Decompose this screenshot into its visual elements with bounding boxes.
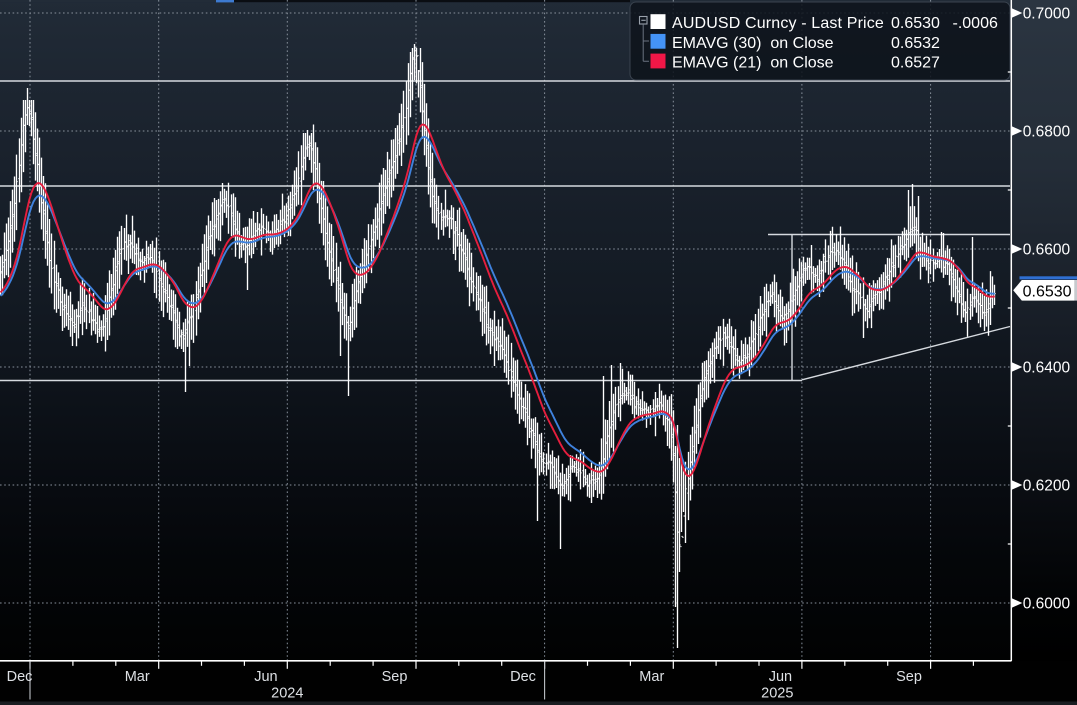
svg-text:0.7000: 0.7000 [1023, 5, 1071, 22]
svg-text:Sep: Sep [382, 669, 408, 685]
svg-text:Mar: Mar [125, 669, 150, 685]
svg-text:0.6530: 0.6530 [891, 15, 940, 32]
svg-text:EMAVG (21) on Close: EMAVG (21) on Close [672, 55, 834, 72]
svg-text:AUDUSD Curncy - Last Price: AUDUSD Curncy - Last Price [672, 15, 884, 32]
svg-text:Jun: Jun [254, 669, 277, 685]
svg-text:0.6800: 0.6800 [1023, 123, 1071, 140]
svg-text:0.6527: 0.6527 [891, 55, 940, 72]
svg-text:0.6200: 0.6200 [1023, 477, 1071, 494]
svg-text:Jun: Jun [769, 669, 792, 685]
svg-text:0.6600: 0.6600 [1023, 241, 1071, 258]
svg-text:Dec: Dec [510, 669, 536, 685]
svg-text:2025: 2025 [761, 686, 793, 702]
svg-text:0.6530: 0.6530 [1023, 283, 1072, 300]
svg-text:-.0006: -.0006 [953, 15, 998, 32]
svg-text:0.6000: 0.6000 [1023, 595, 1071, 612]
svg-text:2024: 2024 [271, 686, 303, 702]
svg-text:0.6532: 0.6532 [891, 35, 940, 52]
svg-text:Sep: Sep [896, 669, 922, 685]
svg-text:Dec: Dec [7, 669, 33, 685]
svg-text:Mar: Mar [639, 669, 664, 685]
svg-text:0.6400: 0.6400 [1023, 359, 1071, 376]
svg-text:EMAVG (30) on Close: EMAVG (30) on Close [672, 35, 834, 52]
